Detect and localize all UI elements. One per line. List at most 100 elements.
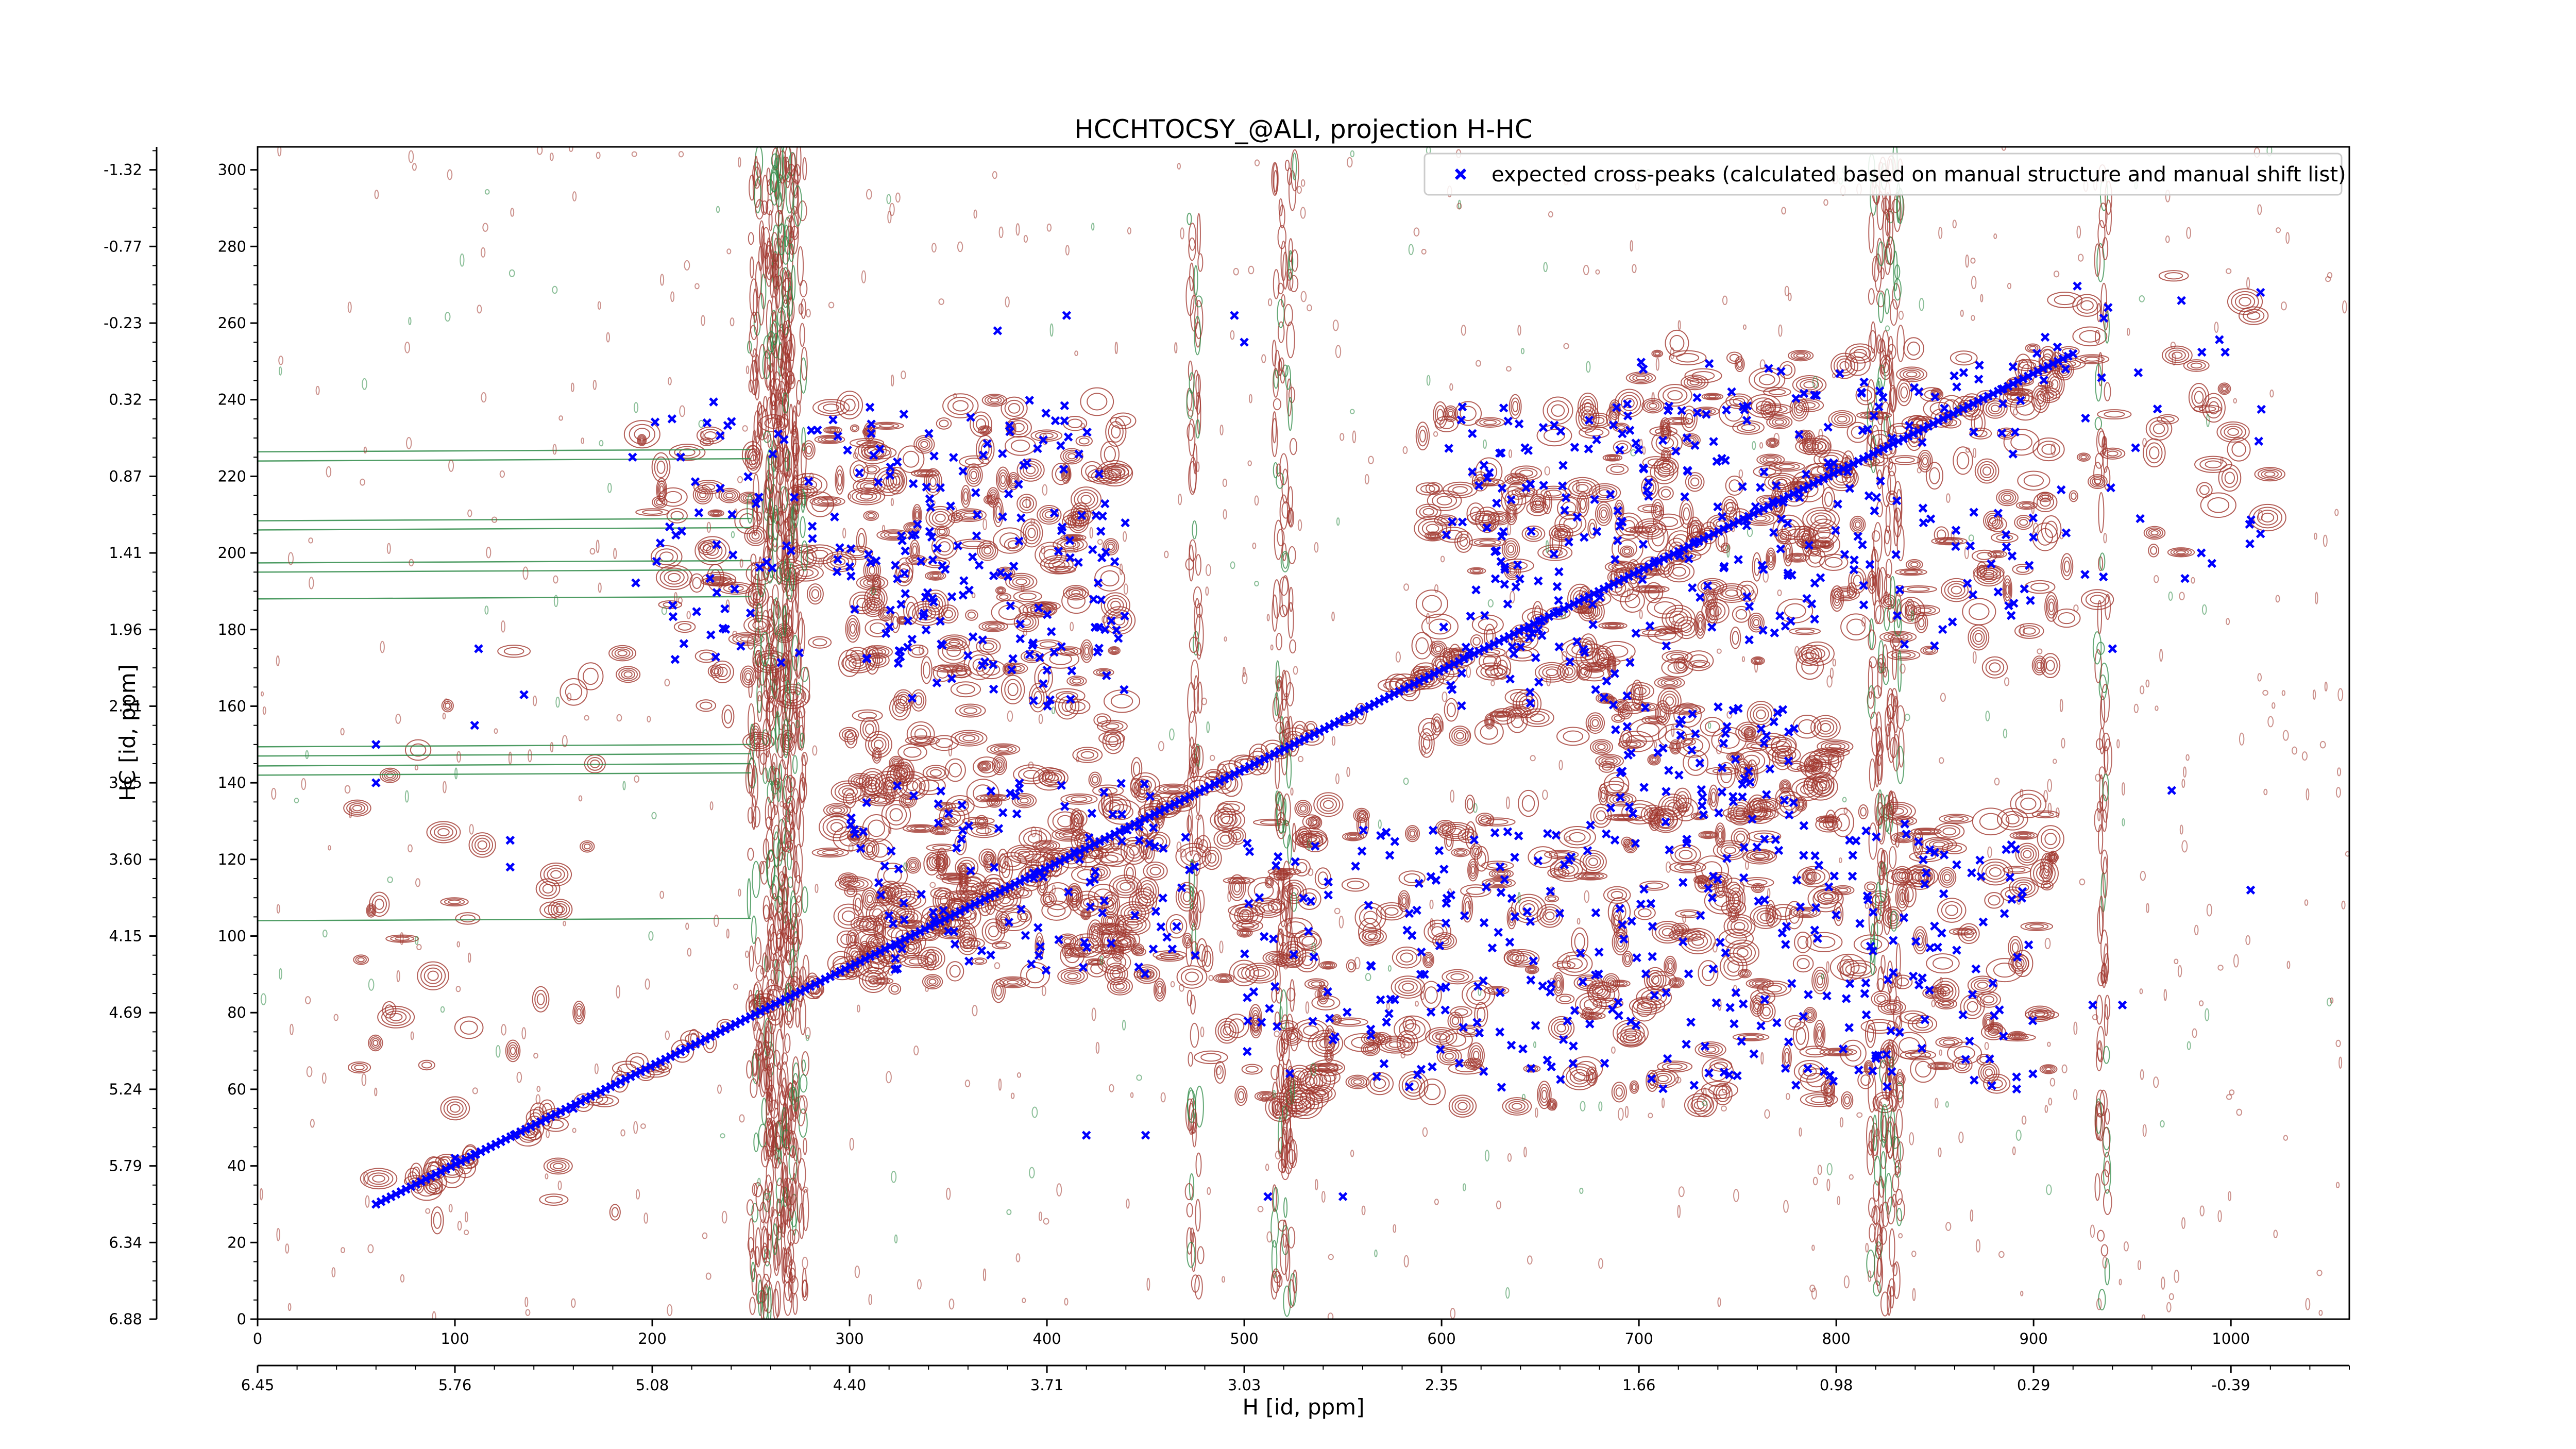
contour-peak xyxy=(1090,925,1100,943)
contour-peak xyxy=(1947,583,1965,597)
contour-peak xyxy=(1810,512,1832,527)
contour-peak xyxy=(1685,472,1705,492)
contour-peak xyxy=(1732,605,1751,623)
contour-peak xyxy=(1768,552,1774,566)
contour-peak xyxy=(1840,613,1872,641)
contour-peak xyxy=(1104,734,1120,743)
contour-peak xyxy=(938,857,944,869)
contour-peak xyxy=(1479,418,1501,427)
contour-peak xyxy=(1444,530,1463,540)
contour-peak xyxy=(823,426,842,434)
contour-peak xyxy=(817,498,838,505)
contour-peak xyxy=(910,862,917,869)
contour-peak xyxy=(1019,496,1035,511)
contour-peak xyxy=(832,807,842,813)
contour-peak xyxy=(728,632,765,646)
contour-peak xyxy=(694,487,711,503)
contour-streak xyxy=(747,878,752,919)
contour-peak xyxy=(1684,1093,1715,1117)
contour-peak xyxy=(883,611,889,617)
contour-peak xyxy=(1431,713,1444,736)
contour-peak xyxy=(1672,419,1686,424)
contour-peak xyxy=(1080,495,1092,504)
contour-peak xyxy=(987,497,993,502)
contour-peak xyxy=(1200,1053,1222,1062)
contour-peak xyxy=(1704,833,1712,837)
contour-peak xyxy=(849,658,868,669)
contour-peak xyxy=(984,547,992,554)
contour-peak xyxy=(1090,922,1123,935)
contour-peak xyxy=(1652,513,1684,530)
contour-peak xyxy=(1505,543,1516,556)
contour-peak xyxy=(946,961,964,982)
contour-peak xyxy=(914,728,927,740)
contour-peak xyxy=(1017,796,1031,805)
contour-peak xyxy=(1660,488,1671,498)
contour-peak xyxy=(639,437,644,443)
contour-peak xyxy=(1104,540,1117,554)
contour-peak xyxy=(1886,490,1899,506)
contour-peak xyxy=(923,661,930,679)
contour-peak xyxy=(1587,714,1603,732)
contour-peak xyxy=(2090,595,2105,604)
contour-peak xyxy=(455,912,481,925)
contour-peak xyxy=(1792,1021,1809,1051)
contour-peak xyxy=(859,493,873,500)
contour-peak xyxy=(1617,425,1625,430)
contour-peak xyxy=(1436,409,1444,422)
contour-peak xyxy=(850,549,865,557)
contour-peak xyxy=(2012,564,2034,575)
contour-peak xyxy=(740,636,753,642)
contour-peak xyxy=(1654,601,1676,615)
contour-peak xyxy=(1557,497,1581,520)
contour-peak xyxy=(1555,993,1575,1004)
contour-peak xyxy=(1919,452,1931,470)
contour-peak xyxy=(468,832,496,858)
contour-peak xyxy=(1732,894,1739,905)
contour-peak xyxy=(846,618,859,640)
contour-peak xyxy=(1426,956,1431,963)
contour-peak xyxy=(996,587,1005,594)
contour-peak xyxy=(1632,1084,1637,1090)
contour-peak xyxy=(1586,412,1612,429)
contour-peak xyxy=(1533,850,1552,864)
contour-peak xyxy=(1683,507,1690,521)
contour-peak xyxy=(1937,529,1946,540)
contour-peak xyxy=(1504,490,1523,511)
contour-peak xyxy=(741,668,755,686)
contour-peak xyxy=(1797,866,1831,888)
contour-peak xyxy=(1720,844,1740,856)
contour-peak xyxy=(935,738,954,748)
contour-peak xyxy=(1084,647,1090,655)
contour-peak xyxy=(417,961,449,990)
contour-peak xyxy=(1469,568,1484,574)
contour-peak xyxy=(2047,598,2056,616)
contour-peak xyxy=(2037,394,2044,404)
contour-peak xyxy=(929,477,937,487)
contour-peak xyxy=(885,804,907,826)
contour-peak xyxy=(956,684,975,695)
contour-peak xyxy=(1469,863,1477,877)
contour-peak xyxy=(701,483,716,491)
contour-peak xyxy=(1338,1019,1361,1025)
contour-peak xyxy=(1845,343,1875,364)
contour-peak xyxy=(935,513,946,523)
contour-peak xyxy=(1621,395,1638,412)
contour-peak xyxy=(878,424,895,428)
contour-peak xyxy=(1102,729,1125,754)
contour-peak xyxy=(972,756,1001,778)
contour-peak xyxy=(852,489,882,503)
contour-peak xyxy=(2033,658,2045,673)
contour-peak xyxy=(1907,586,1930,592)
contour-peak xyxy=(1420,732,1433,754)
contour-peak xyxy=(1556,529,1566,536)
contour-peak xyxy=(1022,603,1052,616)
contour-peak xyxy=(1654,351,1660,356)
contour-peak xyxy=(1844,1096,1850,1105)
contour-peak xyxy=(1551,526,1571,541)
contour-peak xyxy=(1980,569,1998,582)
contour-peak xyxy=(352,805,363,812)
contour-peak xyxy=(1654,505,1661,516)
contour-peak xyxy=(1647,458,1665,467)
contour-peak xyxy=(1253,969,1266,977)
